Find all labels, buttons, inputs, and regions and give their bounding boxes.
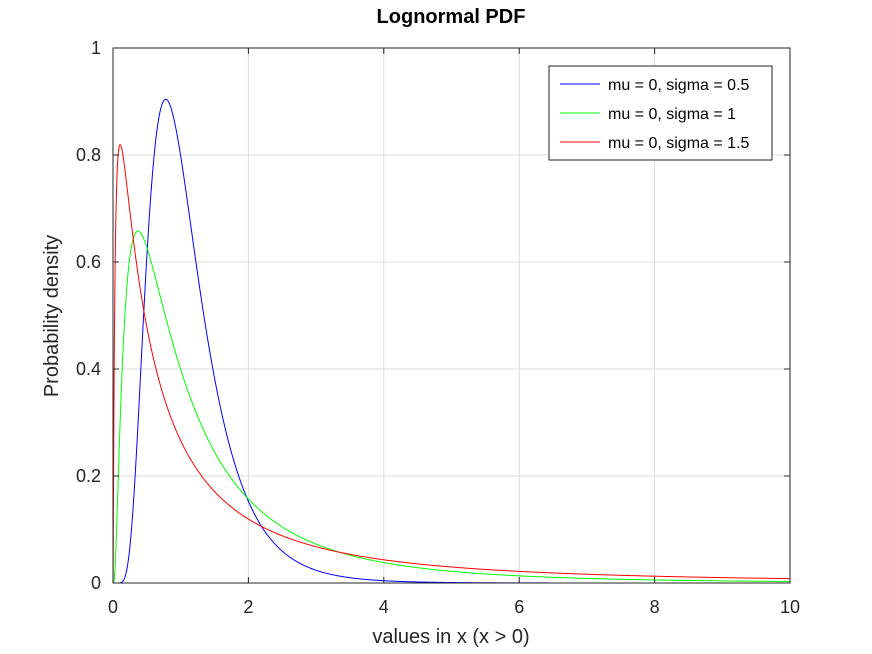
series-line-2 bbox=[112, 144, 791, 584]
x-tick-label: 8 bbox=[650, 597, 660, 617]
legend-label-sigma-0-5: mu = 0, sigma = 0.5 bbox=[608, 77, 750, 94]
y-tick-label: 0.6 bbox=[76, 252, 101, 272]
x-tick-labels: 0 2 4 6 8 10 bbox=[108, 597, 800, 617]
x-tick-label: 2 bbox=[243, 597, 253, 617]
y-tick-label: 1 bbox=[91, 38, 101, 58]
legend-label-sigma-1-5: mu = 0, sigma = 1.5 bbox=[608, 135, 750, 152]
legend-label-sigma-1: mu = 0, sigma = 1 bbox=[608, 106, 736, 123]
y-axis-label: Probability density bbox=[41, 235, 63, 397]
x-axis-label: values in x (x > 0) bbox=[372, 626, 529, 648]
x-tick-label: 4 bbox=[379, 597, 389, 617]
x-tick-label: 0 bbox=[108, 597, 118, 617]
plot-frame bbox=[112, 47, 791, 584]
x-tick-label: 6 bbox=[514, 597, 524, 617]
y-tick-labels: 0 0.2 0.4 0.6 0.8 1 bbox=[76, 38, 101, 593]
y-tick-label: 0.4 bbox=[76, 359, 101, 379]
legend: mu = 0, sigma = 0.5 mu = 0, sigma = 1 mu… bbox=[548, 65, 773, 161]
ticks bbox=[112, 47, 791, 584]
y-tick-label: 0 bbox=[91, 573, 101, 593]
x-tick-label: 10 bbox=[780, 597, 800, 617]
chart-title: Lognormal PDF bbox=[377, 6, 526, 28]
y-tick-label: 0.8 bbox=[76, 145, 101, 165]
y-tick-label: 0.2 bbox=[76, 466, 101, 486]
